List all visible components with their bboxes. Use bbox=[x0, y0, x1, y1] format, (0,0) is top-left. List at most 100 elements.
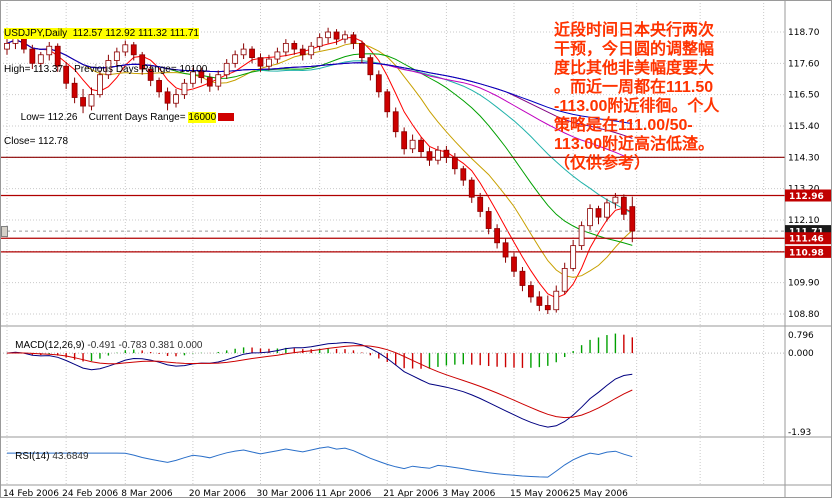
candle-body bbox=[612, 196, 619, 204]
candle-body bbox=[71, 82, 78, 98]
price-tick-label: 109.90 bbox=[788, 279, 820, 289]
date-tick-label: 21 Apr 2006 bbox=[383, 489, 439, 498]
candle-body bbox=[232, 54, 239, 64]
candle-body bbox=[604, 202, 610, 218]
candle-body bbox=[156, 80, 163, 93]
commentary-text: 近段时间日本央行两次 干预，今日圆的调整幅 度比其他非美幅度要大 。而近一周都在… bbox=[554, 22, 720, 172]
candle-body bbox=[240, 48, 247, 56]
candle-body bbox=[105, 60, 112, 76]
candle-body bbox=[122, 44, 129, 53]
range-marker-icon bbox=[218, 113, 235, 122]
candle-body bbox=[274, 51, 281, 60]
macd-values: -0.491 -0.783 0.381 0.000 bbox=[84, 340, 203, 351]
macd-name: MACD(12,26,9) bbox=[15, 340, 85, 351]
candle-body bbox=[519, 270, 526, 286]
candle-body bbox=[494, 228, 501, 244]
rsi-line bbox=[7, 446, 633, 478]
candle-body bbox=[266, 58, 272, 67]
candle-body bbox=[418, 139, 424, 153]
candle-body bbox=[29, 48, 36, 64]
candle-body bbox=[570, 245, 577, 269]
candle-body bbox=[308, 45, 315, 56]
date-tick-label: 8 Mar 2006 bbox=[121, 489, 173, 498]
candle-body bbox=[189, 71, 196, 84]
candle-body bbox=[553, 290, 560, 311]
price-badge bbox=[785, 232, 831, 245]
price-badge bbox=[785, 189, 831, 202]
current-range-value: 16000 bbox=[188, 112, 217, 123]
candle-body bbox=[282, 42, 289, 53]
macd-line bbox=[6, 341, 633, 428]
info-panel: USDJPY,Daily 112.57 112.92 111.32 111.71… bbox=[4, 4, 235, 172]
price-line-anchor[interactable] bbox=[1, 226, 8, 237]
date-tick-label: 3 May 2006 bbox=[442, 489, 495, 498]
candle-body bbox=[46, 45, 53, 56]
date-tick-label: 25 May 2006 bbox=[569, 489, 628, 498]
date-tick-label: 30 Mar 2006 bbox=[257, 489, 314, 498]
rsi-indicator-label: RSI(14) 43.6849 bbox=[4, 440, 88, 473]
price-badge-label: 112.96 bbox=[789, 192, 824, 202]
candle-body bbox=[223, 62, 230, 76]
candle-body bbox=[291, 42, 298, 50]
candle-body bbox=[528, 285, 534, 298]
candle-body bbox=[316, 37, 323, 47]
candle-body bbox=[350, 34, 357, 44]
rsi-name: RSI(14) bbox=[15, 451, 50, 462]
candle-body bbox=[325, 31, 332, 39]
candle-body bbox=[147, 68, 154, 81]
date-tick-label: 15 May 2006 bbox=[510, 489, 569, 498]
candle-body bbox=[468, 179, 475, 198]
close-line: Close= 112.78 bbox=[4, 136, 69, 147]
candle-body bbox=[139, 54, 146, 70]
price-tick-label: 115.40 bbox=[788, 122, 820, 132]
candle-body bbox=[37, 54, 44, 64]
candle-body bbox=[392, 111, 399, 133]
price-badge-label: 111.46 bbox=[789, 235, 824, 245]
price-badge-label: 110.98 bbox=[789, 248, 824, 258]
candle-body bbox=[384, 91, 391, 113]
candle-body bbox=[511, 256, 517, 272]
price-tick-label: 112.10 bbox=[788, 216, 820, 226]
candle-body bbox=[401, 131, 408, 150]
candle-body bbox=[536, 296, 543, 306]
candle-body bbox=[561, 268, 568, 292]
candle-body bbox=[358, 42, 365, 59]
price-tick-label: 114.30 bbox=[788, 153, 820, 163]
candle-body bbox=[502, 242, 509, 258]
candle-body bbox=[4, 42, 10, 50]
candle-body bbox=[249, 48, 255, 59]
macd-scale-label: 0.796 bbox=[788, 331, 814, 341]
macd-signal-line bbox=[6, 345, 633, 419]
candle-body bbox=[435, 149, 441, 161]
candle-body bbox=[375, 74, 382, 93]
candle-body bbox=[629, 206, 636, 232]
candle-body bbox=[164, 91, 171, 104]
candle-body bbox=[54, 45, 61, 67]
candle-body bbox=[451, 156, 458, 170]
candle-body bbox=[342, 34, 348, 40]
candle-body bbox=[88, 94, 95, 107]
macd-scale-label: 0.000 bbox=[788, 349, 814, 359]
candle-body bbox=[215, 74, 222, 87]
date-tick-label: 20 Mar 2006 bbox=[189, 489, 246, 498]
candle-body bbox=[113, 51, 120, 61]
price-tick-label: 118.70 bbox=[788, 28, 820, 38]
macd-scale-label: -1.93 bbox=[788, 428, 811, 438]
candle-body bbox=[181, 82, 188, 96]
macd-indicator-label: MACD(12,26,9) -0.491 -0.783 0.381 0.000 bbox=[4, 329, 202, 362]
date-tick-label: 14 Feb 2006 bbox=[3, 489, 59, 498]
candle-body bbox=[63, 65, 70, 84]
candle-body bbox=[485, 211, 492, 229]
candle-body bbox=[620, 196, 627, 215]
date-tick-label: 11 Apr 2006 bbox=[316, 489, 372, 498]
candle-body bbox=[206, 77, 213, 87]
candle-body bbox=[477, 196, 484, 212]
candle-body bbox=[544, 305, 551, 311]
candle-body bbox=[587, 208, 593, 227]
symbol-ohlc-line: USDJPY,Daily 112.57 112.92 111.32 111.71 bbox=[4, 28, 199, 39]
candle-body bbox=[443, 149, 450, 158]
candle-body bbox=[257, 57, 264, 67]
candle-body bbox=[367, 57, 374, 76]
